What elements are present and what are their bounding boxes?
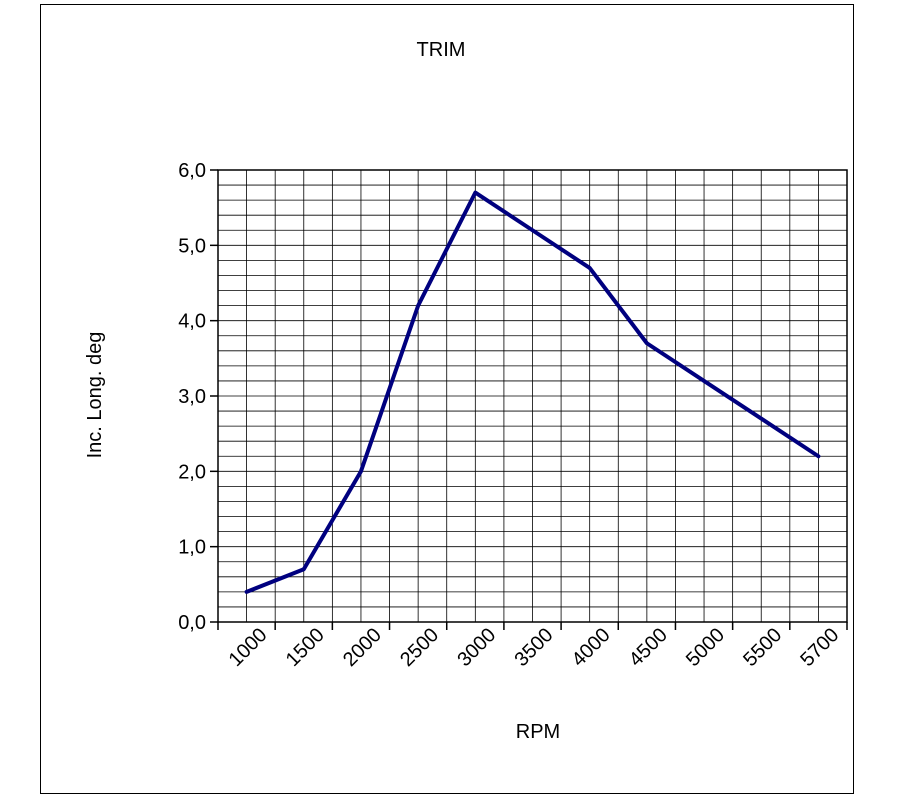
x-tick-label: 5500 bbox=[739, 624, 786, 671]
x-tick-label: 3500 bbox=[510, 624, 557, 671]
x-tick-label: 1000 bbox=[225, 624, 272, 671]
x-tick-label: 4500 bbox=[625, 624, 672, 671]
y-tick-labels: 0,0 1,0 2,0 3,0 4,0 5,0 6,0 bbox=[178, 160, 206, 634]
x-tick-label: 2000 bbox=[339, 624, 386, 671]
y-axis-label: Inc. Long. deg bbox=[84, 332, 106, 459]
y-tick-label: 2,0 bbox=[178, 461, 206, 483]
x-tick-label: 5000 bbox=[682, 624, 729, 671]
y-tick-label: 5,0 bbox=[178, 235, 206, 257]
chart-title: TRIM bbox=[417, 39, 466, 61]
axes bbox=[210, 170, 847, 630]
x-tick-label: 4000 bbox=[568, 624, 615, 671]
x-axis-label: RPM bbox=[516, 721, 560, 743]
x-tick-label: 3000 bbox=[453, 624, 500, 671]
x-tick-label: 2500 bbox=[396, 624, 443, 671]
y-tick-label: 4,0 bbox=[178, 311, 206, 333]
x-tick-label: 5700 bbox=[796, 624, 843, 671]
y-tick-label: 1,0 bbox=[178, 537, 206, 559]
y-tick-label: 0,0 bbox=[178, 612, 206, 634]
x-tick-label: 1500 bbox=[282, 624, 329, 671]
y-tick-label: 3,0 bbox=[178, 386, 206, 408]
y-tick-label: 6,0 bbox=[178, 160, 206, 182]
